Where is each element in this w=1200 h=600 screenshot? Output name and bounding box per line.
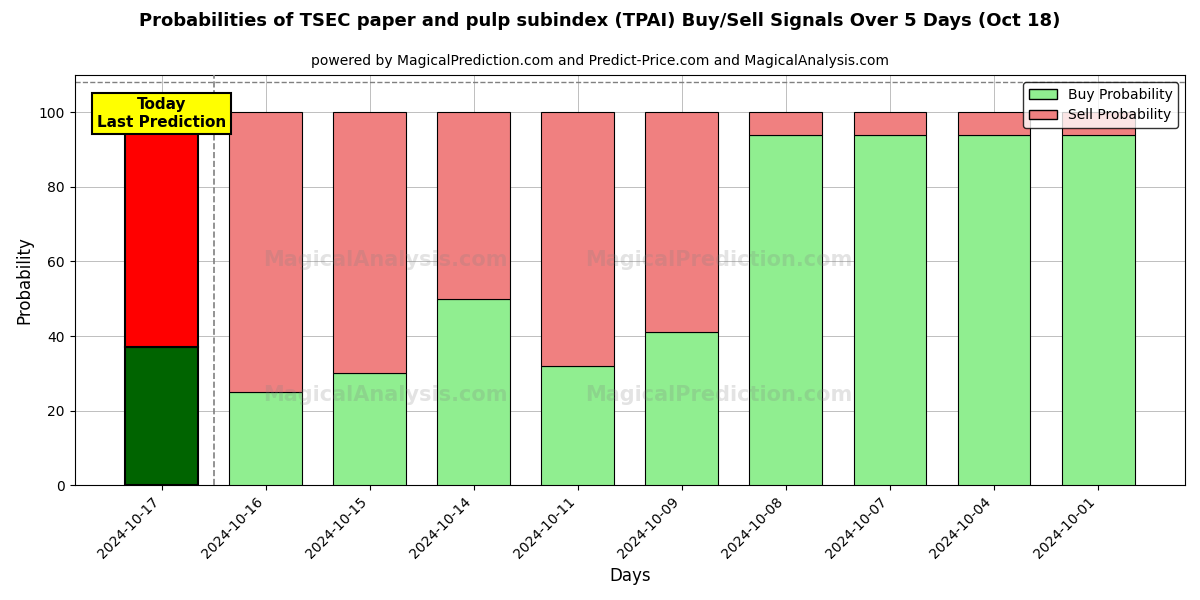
Bar	[646, 112, 719, 332]
Text: MagicalAnalysis.com: MagicalAnalysis.com	[263, 250, 508, 269]
Text: MagicalPrediction.com: MagicalPrediction.com	[586, 250, 852, 269]
Bar	[750, 112, 822, 134]
Y-axis label: Probability: Probability	[16, 236, 34, 324]
Text: powered by MagicalPrediction.com and Predict-Price.com and MagicalAnalysis.com: powered by MagicalPrediction.com and Pre…	[311, 54, 889, 68]
Bar	[646, 332, 719, 485]
X-axis label: Days: Days	[610, 567, 650, 585]
Bar	[334, 373, 406, 485]
Bar	[437, 112, 510, 299]
Bar	[125, 347, 198, 485]
Bar	[437, 299, 510, 485]
Text: MagicalAnalysis.com: MagicalAnalysis.com	[263, 385, 508, 405]
Bar	[541, 112, 614, 366]
Bar	[750, 134, 822, 485]
Text: Today
Last Prediction: Today Last Prediction	[97, 97, 226, 130]
Bar	[125, 112, 198, 347]
Bar	[1062, 112, 1134, 134]
Bar	[541, 366, 614, 485]
Bar	[1062, 134, 1134, 485]
Text: MagicalPrediction.com: MagicalPrediction.com	[586, 385, 852, 405]
Bar	[958, 134, 1031, 485]
Bar	[334, 112, 406, 373]
Bar	[229, 112, 302, 392]
Bar	[853, 112, 926, 134]
Legend: Buy Probability, Sell Probability: Buy Probability, Sell Probability	[1024, 82, 1178, 128]
Bar	[853, 134, 926, 485]
Bar	[229, 392, 302, 485]
Text: Probabilities of TSEC paper and pulp subindex (TPAI) Buy/Sell Signals Over 5 Day: Probabilities of TSEC paper and pulp sub…	[139, 12, 1061, 30]
Bar	[958, 112, 1031, 134]
